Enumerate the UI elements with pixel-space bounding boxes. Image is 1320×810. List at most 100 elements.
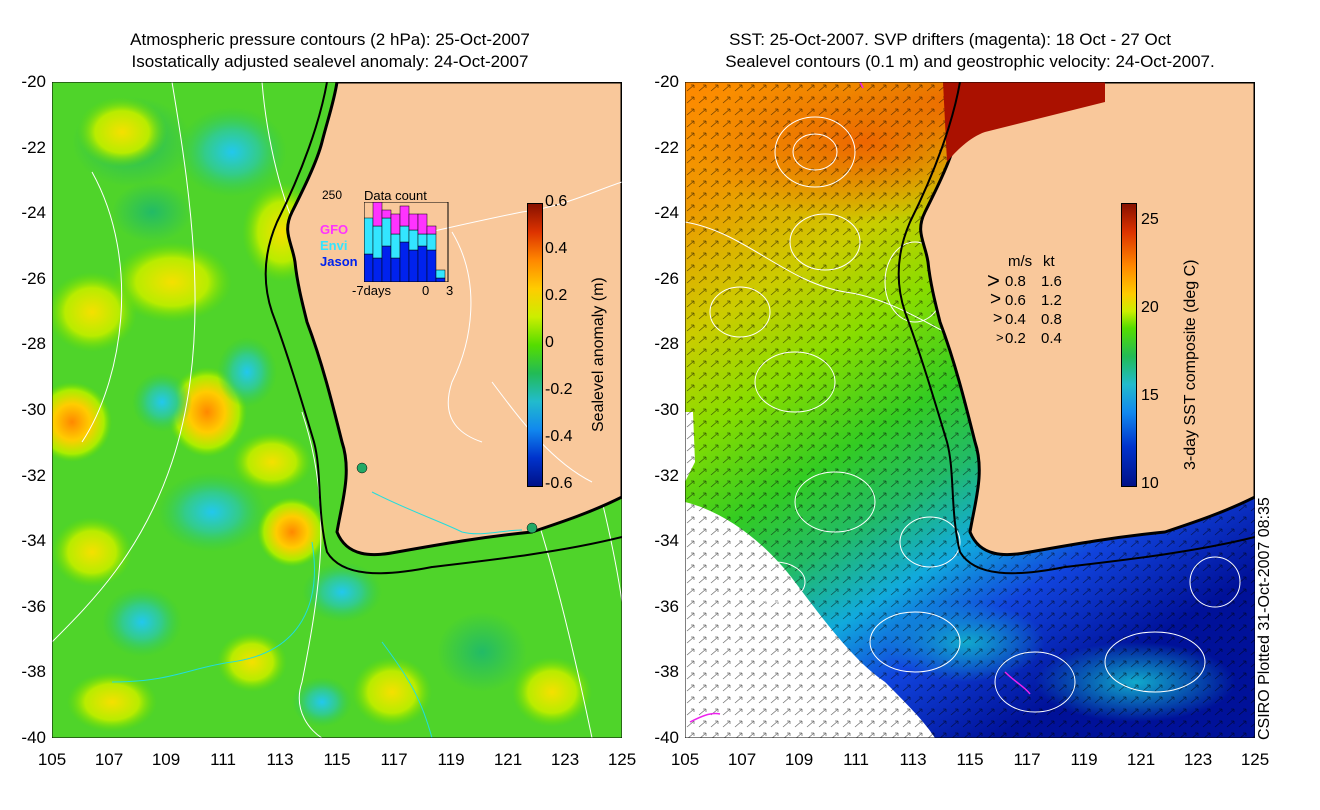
x-tick-label: 117 [1013, 750, 1041, 769]
right-title-line2: Sealevel contours (0.1 m) and geostrophi… [725, 52, 1215, 71]
legend-jason: Jason [320, 254, 358, 269]
australia-land [919, 82, 1255, 557]
y-tick-label: -24 [654, 203, 679, 223]
inset-x-label-zero: 0 [422, 283, 430, 298]
left-colorbar-label: Sealevel anomaly (m) [590, 277, 607, 432]
colorbar-tick-label: 0.6 [545, 193, 568, 210]
data-count-bar-jason [372, 257, 383, 282]
x-tick-label: 107 [727, 750, 757, 769]
y-tick-label: -28 [21, 334, 46, 354]
data-count-bar-envi [372, 225, 383, 259]
inset-frame [364, 202, 449, 282]
data-count-inset: 250 Data count GFO Envi Jason -7days 0 3 [318, 188, 458, 298]
colorbar-tick-label: 15 [1141, 386, 1159, 404]
x-tick-label: 115 [956, 750, 984, 769]
data-count-bar-envi [399, 225, 410, 243]
right-colorbar-label: 3-day SST composite (deg C) [1182, 259, 1199, 470]
data-count-bar-envi [364, 217, 374, 255]
y-tick-label: -22 [654, 137, 679, 157]
data-count-bar-envi [417, 233, 428, 247]
velocity-key-ms: 0.6 [1005, 292, 1026, 309]
data-count-bar-gfo [390, 213, 401, 235]
data-count-bar-gfo [408, 213, 419, 231]
y-tick-label: -24 [21, 203, 46, 223]
x-tick-label: 111 [843, 750, 869, 769]
data-count-bar-jason [364, 253, 374, 282]
data-count-bar-jason [435, 277, 446, 282]
data-count-bar-jason [381, 245, 392, 282]
y-tick-label: -34 [21, 531, 46, 551]
y-tick-label: -32 [654, 465, 679, 485]
colorbar-tick-label: 25 [1141, 210, 1159, 228]
y-tick-label: -26 [21, 268, 46, 288]
velocity-key-kt: 1.6 [1041, 273, 1062, 290]
x-tick-label: 105 [37, 750, 67, 769]
y-tick-label: -32 [21, 465, 46, 485]
data-count-bar-gfo [399, 205, 410, 227]
right-title-line1: SST: 25-Oct-2007. SVP drifters (magenta)… [729, 30, 1171, 49]
x-tick-label: 105 [670, 750, 700, 769]
y-tick-label: -34 [654, 531, 679, 551]
data-count-bar-jason [408, 249, 419, 282]
y-tick-label: -38 [654, 662, 679, 682]
sst-map [685, 82, 1255, 738]
y-tick-label: -30 [21, 400, 46, 419]
velocity-key-arrow: > [993, 310, 1003, 327]
left-title-line2: Isostatically adjusted sealevel anomaly:… [131, 52, 529, 71]
x-tick-label: 117 [380, 750, 408, 769]
y-tick-label: -40 [21, 728, 46, 747]
inset-ymax-label: 250 [322, 188, 343, 202]
velocity-key-header-kt: kt [1043, 253, 1055, 270]
velocity-key-kt: 1.2 [1041, 292, 1062, 309]
legend-envi: Envi [320, 238, 348, 253]
y-tick-label: -30 [654, 400, 679, 419]
velocity-key-kt: 0.4 [1041, 330, 1062, 347]
tide-gauge-marker [526, 522, 538, 534]
inset-x-label-start: -7days [352, 283, 392, 298]
x-tick-label: 111 [210, 750, 236, 769]
y-tick-label: -28 [654, 334, 679, 354]
data-count-bar-gfo [417, 213, 428, 235]
x-tick-label: 107 [94, 750, 124, 769]
x-tick-label: 109 [151, 750, 181, 769]
colorbar-tick-label: 0.2 [545, 287, 568, 304]
left-title-line1: Atmospheric pressure contours (2 hPa): 2… [130, 30, 530, 49]
velocity-key-kt: 0.8 [1041, 311, 1062, 328]
y-tick-label: -20 [21, 72, 46, 91]
velocity-key-header-ms: m/s [1008, 253, 1033, 270]
tide-gauge-marker [356, 462, 368, 474]
colorbar-tick-label: -0.6 [545, 475, 573, 492]
y-tick-label: -20 [654, 72, 679, 91]
credit-text: CSIRO Plotted 31-Oct-2007 08:35 [1256, 497, 1273, 740]
data-count-bar-jason [390, 257, 401, 282]
velocity-key: m/s kt >0.8 1.6 >0.6 1.2 >0.4 0.8 >0.2 0.4 [983, 253, 1083, 348]
colorbar-tick-label: 0 [545, 334, 554, 351]
x-tick-label: 121 [1126, 750, 1156, 769]
velocity-key-arrow: > [996, 330, 1004, 345]
data-count-bar-gfo [426, 225, 437, 235]
x-tick-label: 125 [1240, 750, 1270, 769]
data-count-bar-envi [390, 233, 401, 259]
velocity-key-ms: 0.4 [1005, 311, 1026, 328]
x-tick-label: 121 [493, 750, 523, 769]
colorbar-tick-label: -0.2 [545, 381, 573, 398]
data-count-bar-gfo [381, 209, 392, 219]
data-count-bars [364, 202, 449, 282]
x-tick-label: 119 [437, 750, 465, 769]
y-tick-label: -26 [654, 268, 679, 288]
x-tick-label: 123 [1183, 750, 1213, 769]
y-tick-label: -22 [21, 137, 46, 157]
y-tick-label: -40 [654, 728, 679, 747]
colorbar-tick-label: 10 [1141, 475, 1159, 492]
inset-x-label-end: 3 [446, 283, 454, 298]
colorbar-tick-label: -0.4 [545, 428, 573, 445]
y-tick-label: -36 [654, 596, 679, 616]
x-tick-label: 123 [550, 750, 580, 769]
y-tick-label: -36 [21, 596, 46, 616]
velocity-key-arrow: > [990, 289, 1002, 310]
data-count-bar-envi [426, 233, 437, 251]
anomaly-blobs [52, 97, 592, 732]
x-tick-label: 109 [784, 750, 814, 769]
y-tick-label: -38 [21, 662, 46, 682]
x-tick-label: 113 [899, 750, 927, 769]
